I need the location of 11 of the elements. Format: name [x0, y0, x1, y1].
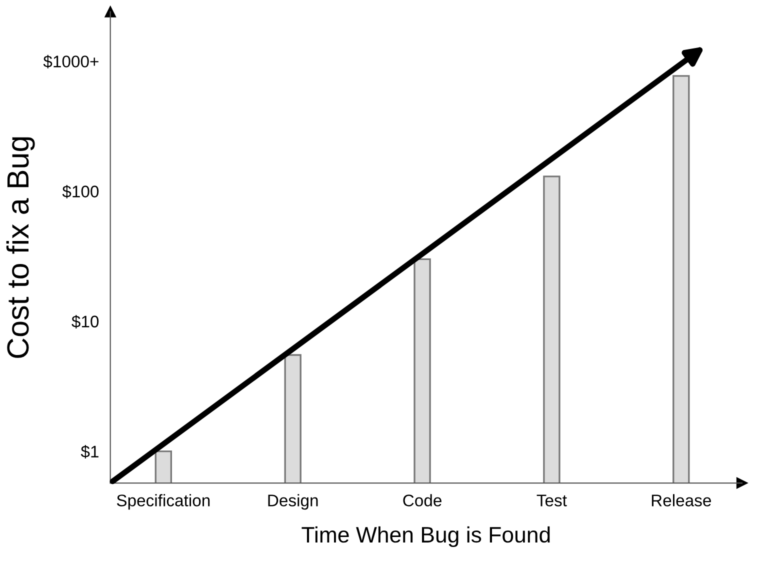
x-tick-label: Release	[652, 494, 711, 506]
x-tick-label: Test	[536, 494, 567, 506]
x-tick-label: Code	[403, 494, 442, 506]
y-tick-label: $10	[72, 314, 99, 328]
y-tick-label: $1	[80, 444, 98, 458]
y-tick-label: $100	[62, 184, 99, 198]
y-axis-title: Cost to fix a Bug	[6, 137, 35, 358]
x-tick-label: Design	[268, 494, 318, 510]
x-axis-title: Time When Bug is Found	[302, 526, 550, 548]
x-tick-label: Specification	[116, 494, 210, 510]
y-tick-label: $1000+	[43, 54, 98, 68]
